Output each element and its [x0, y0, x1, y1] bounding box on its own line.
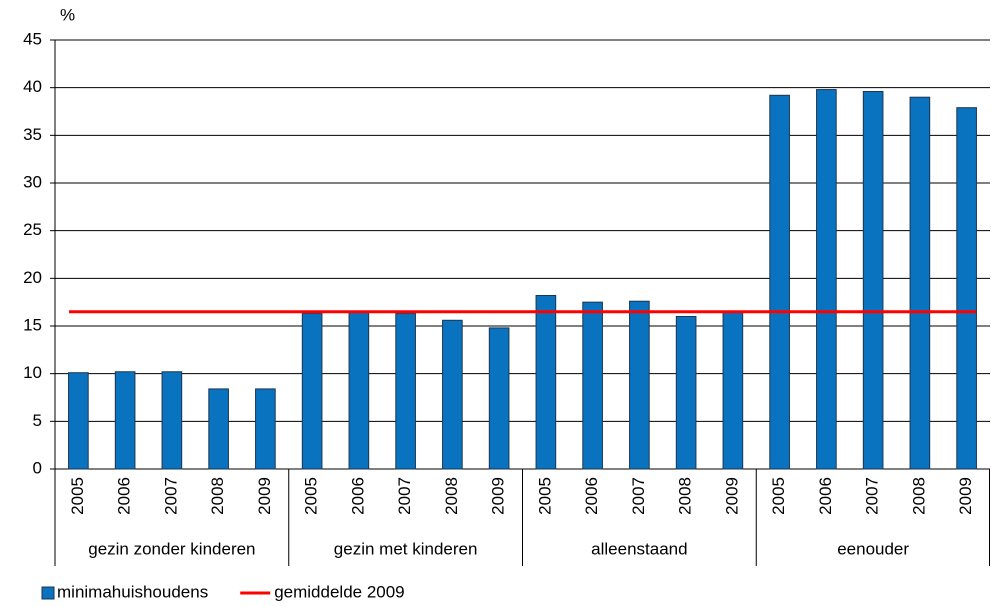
x-tick-label: 2008 — [909, 477, 928, 515]
bar — [582, 301, 603, 470]
group-label: gezin met kinderen — [334, 539, 478, 558]
x-tick-label: 2008 — [208, 477, 227, 515]
y-tick-label: 0 — [33, 458, 42, 477]
y-tick-label: 35 — [23, 125, 42, 144]
x-tick-label: 2009 — [722, 477, 741, 515]
bar — [629, 300, 650, 470]
x-tick-label: 2007 — [863, 477, 882, 515]
legend-swatch — [41, 586, 55, 600]
group-label: eenouder — [837, 539, 909, 558]
bar — [208, 388, 229, 470]
bar — [68, 372, 89, 470]
y-tick-label: 10 — [23, 363, 42, 382]
group-label: gezin zonder kinderen — [88, 539, 255, 558]
x-tick-label: 2009 — [489, 477, 508, 515]
y-tick-label: 15 — [23, 315, 42, 334]
bar — [535, 294, 557, 470]
x-tick-label: 2009 — [956, 477, 975, 515]
bar — [255, 388, 276, 470]
bar — [675, 315, 697, 470]
x-tick-label: 2006 — [816, 477, 835, 515]
bar — [161, 371, 183, 470]
bar — [488, 327, 510, 470]
y-tick-label: 40 — [23, 77, 42, 96]
x-tick-label: 2007 — [395, 477, 414, 515]
bar — [816, 89, 837, 470]
x-tick-label: 2006 — [115, 477, 134, 515]
y-tick-label: 25 — [23, 220, 42, 239]
x-tick-label: 2005 — [68, 477, 87, 515]
bar — [956, 107, 977, 470]
bar — [114, 371, 136, 470]
bar — [301, 313, 323, 470]
x-tick-label: 2005 — [302, 477, 321, 515]
bar — [442, 319, 463, 470]
x-tick-label: 2007 — [161, 477, 180, 515]
x-tick-label: 2008 — [442, 477, 461, 515]
bar — [862, 90, 884, 470]
x-tick-label: 2005 — [769, 477, 788, 515]
x-tick-label: 2008 — [676, 477, 695, 515]
y-tick-label: 30 — [23, 172, 42, 191]
bar — [722, 311, 744, 470]
x-tick-label: 2009 — [255, 477, 274, 515]
legend-label: gemiddelde 2009 — [274, 582, 404, 601]
y-tick-label: 5 — [33, 411, 42, 430]
bar — [769, 94, 790, 470]
y-tick-label: 45 — [23, 29, 42, 48]
x-tick-label: 2007 — [629, 477, 648, 515]
x-tick-label: 2006 — [348, 477, 367, 515]
x-tick-label: 2006 — [582, 477, 601, 515]
bar — [348, 311, 370, 470]
group-label: alleenstaand — [591, 539, 687, 558]
bar — [395, 313, 416, 470]
bar — [909, 96, 931, 470]
x-tick-label: 2005 — [535, 477, 554, 515]
y-tick-label: 20 — [23, 268, 42, 287]
legend-label: minimahuishoudens — [57, 582, 208, 601]
y-axis-unit: % — [60, 5, 75, 24]
